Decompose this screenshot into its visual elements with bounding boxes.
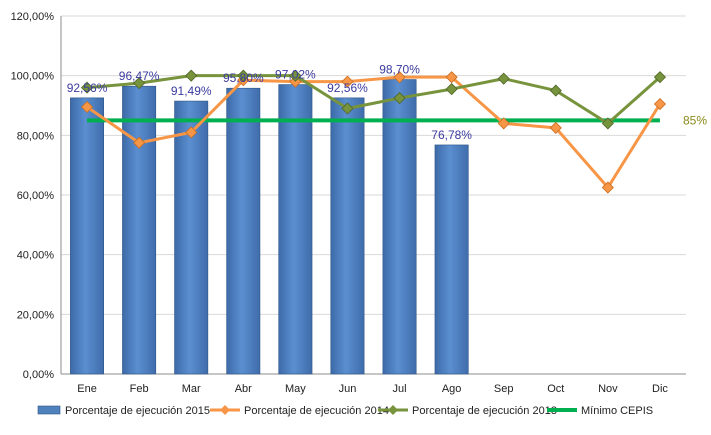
- x-tick-label: Oct: [547, 383, 564, 395]
- bar-data-label: 95,80%: [223, 71, 264, 85]
- x-tick-label: Sep: [494, 383, 514, 395]
- x-tick-label: Abr: [235, 383, 252, 395]
- bar-data-label: 96,47%: [119, 69, 160, 83]
- marker-2013: [497, 72, 510, 85]
- legend: Porcentaje de ejecución 2015 Porcentaje d…: [37, 405, 653, 417]
- y-tick-label: 40,00%: [17, 250, 55, 262]
- legend-marker: [388, 405, 398, 415]
- bars-2015: [70, 79, 469, 375]
- marker-2013: [393, 91, 406, 105]
- marker-2013: [653, 71, 667, 84]
- marker-2014: [497, 117, 510, 130]
- marker-2013: [185, 69, 198, 82]
- marker-2014: [549, 121, 562, 134]
- x-tick-label: Nov: [598, 383, 618, 395]
- y-tick-label: 60,00%: [17, 190, 55, 202]
- bar-2015: [434, 144, 469, 375]
- x-axis-ticks: Ene Feb Mar Abr May Jun Jul Ago Sep Oct Nov Dic: [77, 383, 668, 395]
- x-tick-label: Jul: [393, 383, 407, 395]
- line-2014: [86, 75, 662, 190]
- legend-label: Mínimo CEPIS: [581, 405, 653, 417]
- y-tick-label: 80,00%: [17, 130, 55, 142]
- bar-2015: [174, 100, 209, 375]
- bar-data-label: 97,02%: [275, 68, 316, 82]
- y-tick-label: 120,00%: [11, 11, 55, 23]
- marker-2014: [185, 126, 198, 139]
- legend-label: Porcentaje de ejecución 2015: [65, 405, 210, 417]
- marker-2014: [653, 97, 667, 111]
- bar-data-label: 76,78%: [431, 128, 472, 142]
- y-axis-ticks: 0,00% 20,00% 40,00% 60,00% 80,00% 100,00% 120,…: [11, 11, 55, 381]
- x-tick-label: Ene: [77, 383, 97, 395]
- marker-2013: [445, 83, 458, 96]
- x-tick-label: May: [285, 383, 306, 395]
- marker-2013: [549, 84, 562, 97]
- bar-2015: [70, 97, 105, 375]
- bar-data-label: 92,56%: [67, 81, 108, 95]
- marker-2013: [341, 102, 354, 115]
- x-tick-label: Mar: [182, 383, 201, 395]
- marker-2014: [133, 136, 146, 149]
- bar-2015: [330, 97, 365, 375]
- legend-swatch: [37, 405, 61, 415]
- x-tick-label: Jun: [339, 383, 357, 395]
- bar-data-label: 91,49%: [171, 84, 212, 98]
- marker-2013: [289, 69, 302, 82]
- legend-label: Porcentaje de ejecución 2014: [244, 405, 389, 417]
- marker-2014: [341, 75, 354, 88]
- marker-2014: [445, 71, 458, 84]
- legend-marker: [220, 405, 230, 415]
- bar-2015: [226, 87, 261, 375]
- marker-2013: [601, 117, 614, 130]
- minimum-cepis-line: 85%: [87, 113, 707, 127]
- bar-data-label: 92,56%: [327, 81, 368, 95]
- x-tick-label: Dic: [652, 383, 668, 395]
- bar-data-label: 98,70%: [379, 63, 420, 77]
- x-tick-label: Ago: [442, 383, 462, 395]
- legend-label: Porcentaje de ejecución 2013: [412, 405, 557, 417]
- marker-2014: [393, 71, 406, 84]
- line-2013: [86, 74, 661, 125]
- y-tick-label: 0,00%: [23, 369, 54, 381]
- bar-2015: [122, 85, 157, 375]
- marker-2013: [237, 69, 250, 82]
- bar-data-labels: 92,56% 96,47% 91,49% 95,80% 97,02% 92,56% 98,7…: [67, 63, 473, 142]
- line-series: [80, 69, 667, 194]
- bar-2015: [278, 84, 313, 375]
- marker-2014: [601, 181, 614, 194]
- minimum-cepis-label: 85%: [683, 113, 707, 127]
- y-tick-label: 20,00%: [17, 309, 55, 321]
- marker-2013: [80, 81, 94, 94]
- marker-2013: [133, 77, 146, 90]
- x-tick-label: Feb: [130, 383, 149, 395]
- marker-2014: [80, 100, 94, 114]
- bar-2015: [382, 79, 417, 375]
- y-tick-label: 100,00%: [11, 71, 55, 83]
- gridlines: [60, 15, 686, 375]
